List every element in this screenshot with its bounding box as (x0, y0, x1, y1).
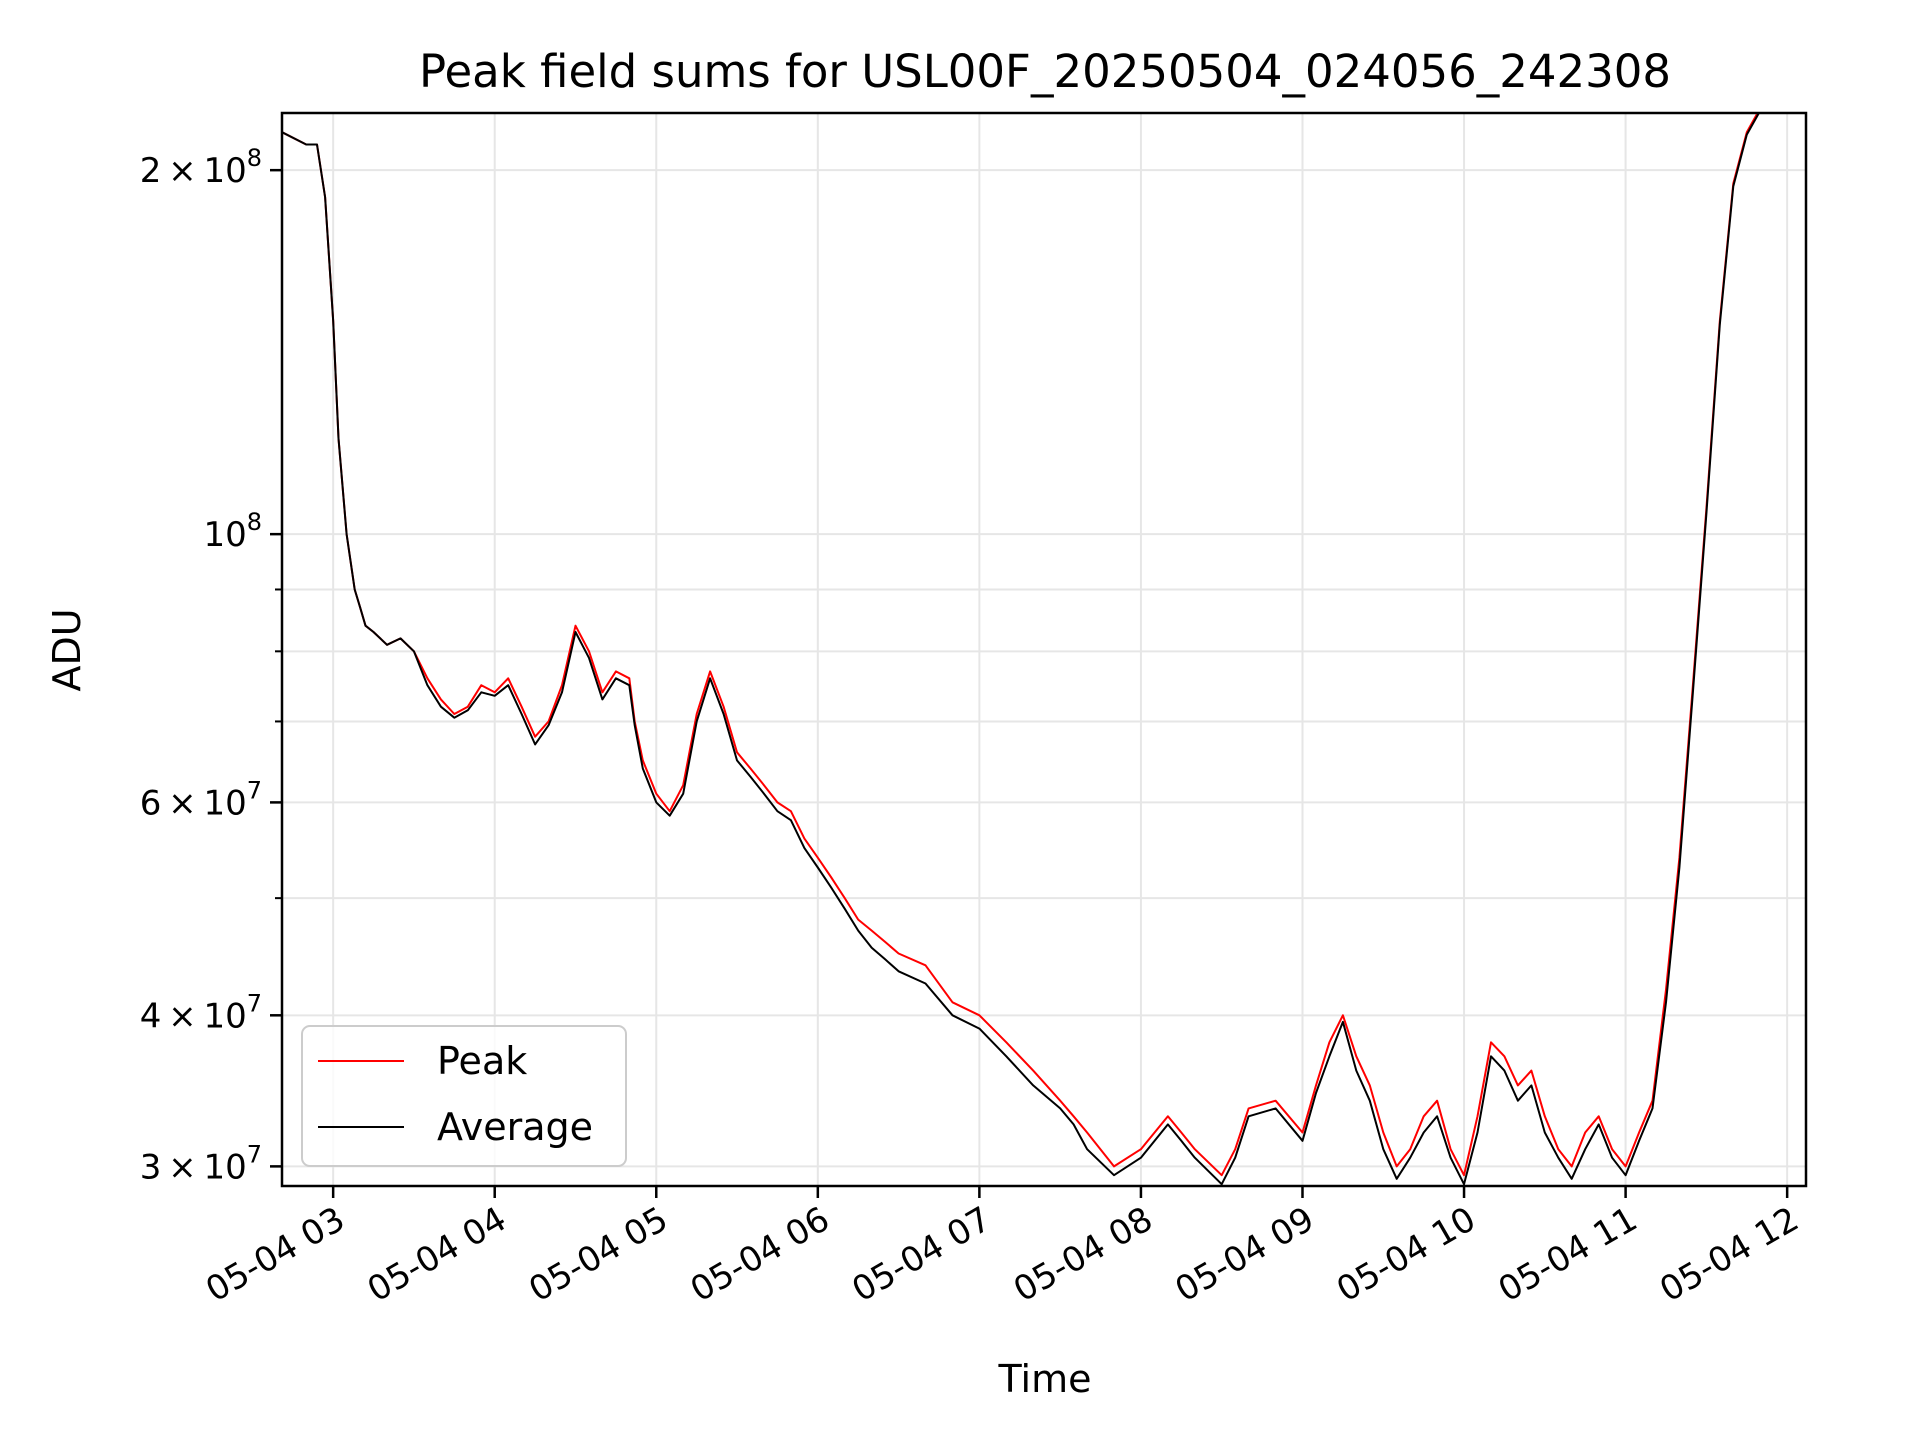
y-tick-label: 2 × 108 (140, 144, 262, 191)
y-tick-label: 108 (203, 508, 262, 555)
plot-frame (280, 111, 1808, 1188)
y-axis: 3 × 107 4 × 107 6 × 107 108 2 × 108 (140, 144, 282, 1187)
series-layer (282, 113, 1761, 1186)
chart-title: Peak field sums for USL00F_20250504_0240… (419, 45, 1671, 98)
y-tick-label: 3 × 107 (140, 1140, 262, 1187)
legend: Peak Average (301, 1025, 627, 1167)
y-tick-label: 4 × 107 (140, 989, 262, 1036)
series-line-average (282, 113, 1761, 1186)
legend-label-peak: Peak (437, 1039, 527, 1083)
legend-label-average: Average (437, 1105, 593, 1149)
x-axis-label: Time (998, 1357, 1092, 1401)
y-tick-label: 6 × 107 (140, 776, 262, 823)
series-line-peak (282, 113, 1759, 1177)
grid (282, 113, 1806, 1186)
y-axis-label: ADU (45, 608, 89, 691)
